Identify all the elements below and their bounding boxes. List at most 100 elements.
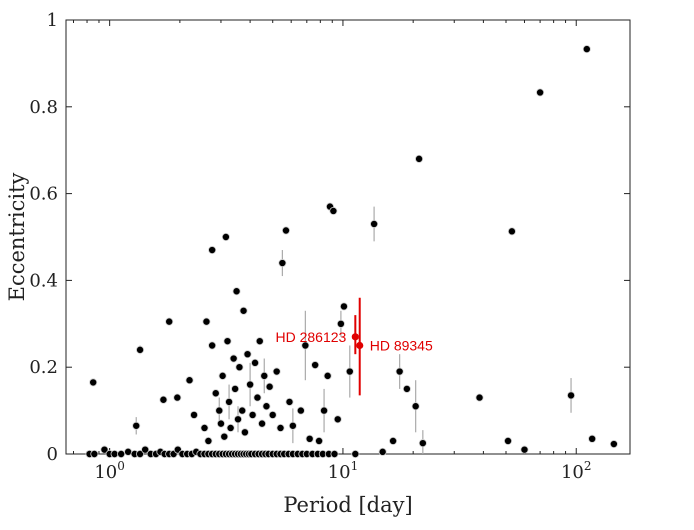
data-point [345,367,354,376]
data-point [117,449,126,458]
data-point [582,45,591,54]
highlighted-planets: HD 286123 HD 89345 [275,297,433,396]
data-point [234,415,243,424]
y-tick-label: 1 [47,10,58,31]
data-point [100,445,109,454]
x-tick-label: 101 [328,459,359,483]
data-point [415,154,424,163]
data-point [235,363,244,372]
data-point [240,428,249,437]
x-tick-label: 100 [94,459,125,483]
data-point [231,384,240,393]
data-point [200,423,209,432]
x-axis-title: Period [day] [283,493,412,517]
data-point [378,447,387,456]
data-point [185,376,194,385]
data-point [141,445,150,454]
axis-ticks: 0 0.2 0.4 0.6 0.8 1 100 101 102 [29,10,630,483]
data-point [243,350,252,359]
y-tick-label: 0.6 [29,184,58,205]
data-point [323,371,332,380]
data-point [218,371,227,380]
data-point [305,434,314,443]
data-point [281,226,290,235]
data-point [609,440,618,449]
data-point [225,397,234,406]
data-point [339,302,348,311]
y-axis-title: Eccentricity [5,172,29,301]
y-tick-label: 0 [47,444,58,465]
highlight-label: HD 286123 [275,329,346,345]
data-point [276,423,285,432]
data-point [265,382,274,391]
data-point [211,389,220,398]
data-point [208,341,217,350]
data-point [389,436,398,445]
data-point [223,337,232,346]
y-tick-label: 0.2 [29,357,58,378]
data-point [246,380,255,389]
data-point [159,395,168,404]
data-point [229,354,238,363]
data-point [285,397,294,406]
data-point [333,415,342,424]
data-point [411,402,420,411]
data-point [216,419,225,428]
data-point [567,391,576,400]
data-point [204,436,213,445]
data-point [238,406,247,415]
data-point [370,219,379,228]
data-point [136,449,145,458]
data-point [536,88,545,97]
highlight-point [351,333,359,341]
data-point [320,406,329,415]
data-point [504,436,513,445]
data-point [288,421,297,430]
data-point [253,393,262,402]
data-point [520,445,529,454]
data-point [507,227,516,236]
data-point [239,306,248,315]
data-point [262,402,271,411]
data-point [124,447,133,456]
highlight-point [356,341,364,350]
data-point [232,287,241,296]
error-bars [135,206,572,454]
data-point [272,367,281,376]
data-point [268,410,277,419]
data-point [278,259,287,268]
data-point [402,384,411,393]
data-point [296,406,305,415]
data-point [315,436,324,445]
data-point [418,439,427,448]
y-tick-label: 0.4 [29,270,58,291]
data-point [226,423,235,432]
data-point [110,449,119,458]
plot-border [65,19,631,455]
data-point [248,410,257,419]
data-point [329,206,338,215]
plot-frame [65,19,631,455]
data-point [208,246,217,255]
data-point [215,406,224,415]
data-point [260,371,269,380]
data-point [132,421,141,430]
data-point [190,410,199,419]
data-point [136,345,145,354]
data-points [85,45,618,458]
data-point [202,317,211,326]
data-point [258,419,267,428]
highlight-label: HD 89345 [370,338,433,354]
data-point [89,378,98,387]
data-point [588,434,597,443]
data-point [90,449,99,458]
data-point [173,393,182,402]
y-tick-label: 0.8 [29,97,58,118]
data-point [220,432,229,441]
data-point [395,367,404,376]
data-point [351,449,360,458]
data-point [336,319,345,328]
data-point [301,341,310,350]
